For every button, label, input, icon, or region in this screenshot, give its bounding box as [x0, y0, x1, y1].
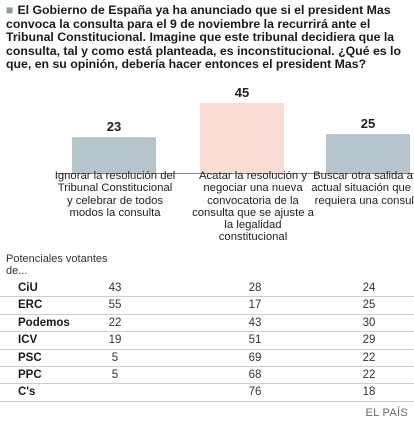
- party-value: 22: [108, 316, 122, 329]
- survey-question: ■ El Gobierno de España ya ha anunciado q…: [6, 3, 410, 72]
- table-header: Potenciales votantes de...: [6, 253, 108, 277]
- party-value: 18: [362, 386, 376, 399]
- party-name: C's: [18, 386, 36, 399]
- bullet-icon: ■: [6, 3, 14, 17]
- table-row: C's 76 18: [0, 384, 414, 402]
- party-value: 43: [248, 316, 262, 329]
- bar-1: [200, 103, 284, 173]
- party-value: 5: [111, 351, 119, 364]
- party-value: 28: [248, 282, 262, 294]
- bar-0: [72, 137, 156, 173]
- table-row: ICV 19 51 29: [0, 332, 414, 350]
- bar-value-0: 23: [107, 119, 121, 134]
- party-value: 19: [108, 334, 122, 347]
- bar-2: [326, 134, 410, 173]
- table-row: CiU 43 28 24: [0, 280, 414, 298]
- party-name: Podemos: [18, 316, 70, 329]
- party-value: 25: [362, 299, 376, 312]
- bar-value-2: 25: [361, 116, 375, 131]
- party-value: 29: [362, 334, 376, 347]
- table-row: Podemos 22 43 30: [0, 315, 414, 333]
- party-value: 51: [248, 334, 262, 347]
- bar-value-1: 45: [235, 85, 249, 100]
- party-value: 5: [111, 368, 119, 381]
- party-value: 17: [248, 299, 262, 312]
- party-name: ERC: [18, 299, 43, 312]
- bar-chart: 23 45 25: [56, 85, 414, 174]
- voter-table: CiU 43 28 24 ERC 55 17 25 Podemos 22 43 30 ICV 19 51 29…: [0, 280, 414, 402]
- party-value: 22: [362, 368, 376, 381]
- table-row: PPC 5 68 22: [0, 367, 414, 385]
- party-name: PSC: [18, 351, 42, 364]
- party-value: 69: [248, 351, 262, 364]
- party-value: 24: [362, 282, 376, 294]
- party-name: ICV: [18, 334, 38, 347]
- party-value: 30: [362, 316, 376, 329]
- party-value: 22: [362, 351, 376, 364]
- question-text: El Gobierno de España ya ha anunciado qu…: [6, 3, 401, 72]
- table-row: PSC 5 69 22: [0, 350, 414, 367]
- source-credit: EL PAÍS: [365, 407, 408, 419]
- option-label-1: Acatar la resolución y negociar una nuev…: [192, 170, 314, 244]
- party-value: 68: [248, 368, 262, 381]
- table-row: ERC 55 17 25: [0, 297, 414, 315]
- option-label-0: Ignorar la resolución del Tribunal Const…: [54, 170, 176, 219]
- party-name: CiU: [18, 282, 38, 294]
- party-value: 43: [108, 282, 122, 294]
- party-name: PPC: [18, 368, 42, 381]
- party-value: 76: [248, 386, 262, 399]
- option-label-2: Buscar otra salida a la actual situación…: [311, 170, 414, 207]
- party-value: 55: [108, 299, 122, 312]
